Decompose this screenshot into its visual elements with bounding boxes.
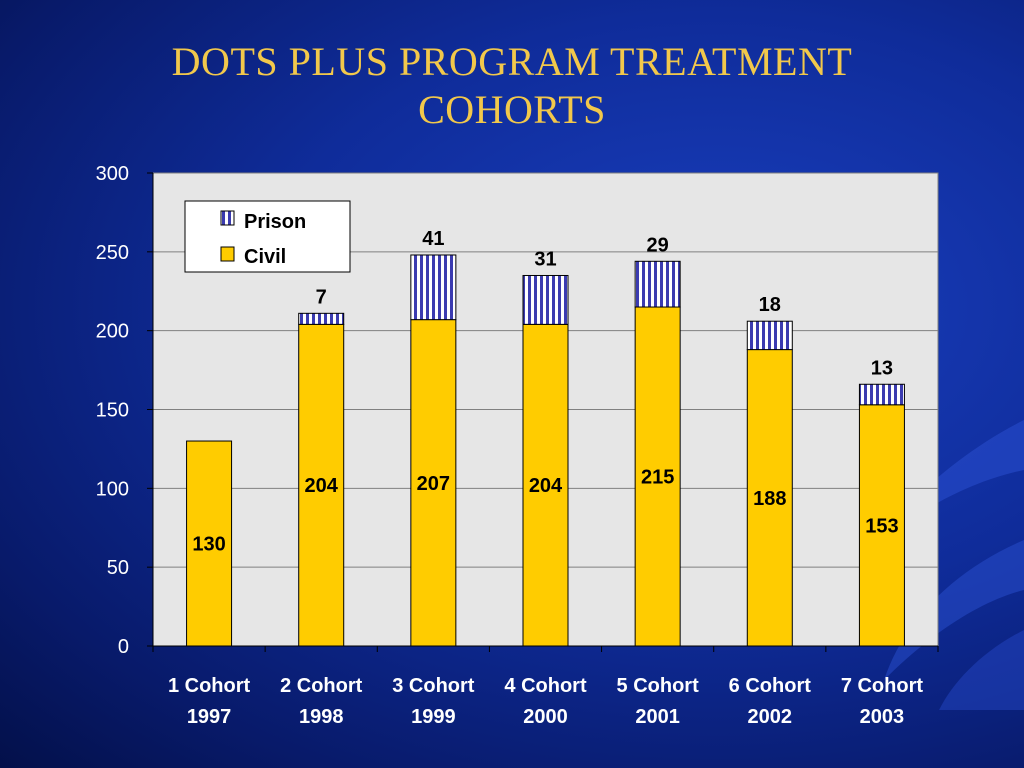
x-category-label: 5 Cohort <box>617 675 700 697</box>
legend-box <box>184 200 351 273</box>
data-label-prison: 41 <box>422 228 444 250</box>
y-tick-label: 100 <box>96 478 129 500</box>
data-label-civil: 153 <box>865 515 898 537</box>
data-label-civil: 188 <box>753 488 786 510</box>
data-label-civil: 130 <box>192 534 225 556</box>
y-tick-label: 0 <box>118 636 129 658</box>
x-category-label: 7 Cohort <box>841 675 924 697</box>
y-tick-label: 300 <box>96 163 129 185</box>
y-tick-label: 200 <box>96 321 129 343</box>
data-label-prison: 7 <box>316 286 327 308</box>
x-category-label: 6 Cohort <box>729 675 812 697</box>
bar-civil <box>410 319 457 647</box>
x-category-year: 1999 <box>411 706 456 728</box>
x-category-label: 2 Cohort <box>280 675 363 697</box>
data-label-prison: 31 <box>534 248 556 270</box>
x-category-year: 2000 <box>523 706 568 728</box>
x-category-year: 2002 <box>748 706 793 728</box>
bar-prison <box>298 312 345 325</box>
y-tick-label: 150 <box>96 400 129 422</box>
legend-label-prison: Prison <box>244 211 306 233</box>
legend-swatch-civil <box>220 246 235 262</box>
data-label-civil: 204 <box>529 475 563 497</box>
bar-prison <box>746 320 793 351</box>
title-line-1: DOTS PLUS PROGRAM TREATMENT <box>171 39 853 84</box>
bar-civil <box>298 323 345 647</box>
bar-prison <box>634 260 681 308</box>
legend-label-civil: Civil <box>244 246 286 268</box>
data-label-civil: 215 <box>641 467 674 489</box>
x-category-year: 1997 <box>187 706 232 728</box>
bar-civil <box>634 306 681 647</box>
x-category-label: 3 Cohort <box>392 675 475 697</box>
data-label-civil: 207 <box>417 473 450 495</box>
bar-civil <box>186 440 233 647</box>
data-label-prison: 18 <box>759 294 781 316</box>
title-line-2: COHORTS <box>418 87 606 132</box>
bar-prison <box>522 274 569 325</box>
slide-title: DOTS PLUS PROGRAM TREATMENT COHORTS <box>0 38 1024 134</box>
y-tick-label: 50 <box>107 557 129 579</box>
bar-civil <box>858 404 905 647</box>
bar-civil <box>522 323 569 647</box>
x-category-year: 2003 <box>860 706 905 728</box>
x-category-label: 1 Cohort <box>168 675 251 697</box>
x-category-year: 1998 <box>299 706 344 728</box>
x-category-year: 2001 <box>635 706 680 728</box>
data-label-civil: 204 <box>305 475 339 497</box>
legend-swatch-prison <box>220 210 235 226</box>
x-category-label: 4 Cohort <box>504 675 587 697</box>
bar-prison <box>410 254 457 321</box>
y-tick-label: 250 <box>96 242 129 264</box>
bar-prison <box>858 383 905 406</box>
bar-civil <box>746 349 793 647</box>
legend: Prison Civil <box>184 200 351 273</box>
data-label-prison: 29 <box>647 234 669 256</box>
data-label-prison: 13 <box>871 357 893 379</box>
